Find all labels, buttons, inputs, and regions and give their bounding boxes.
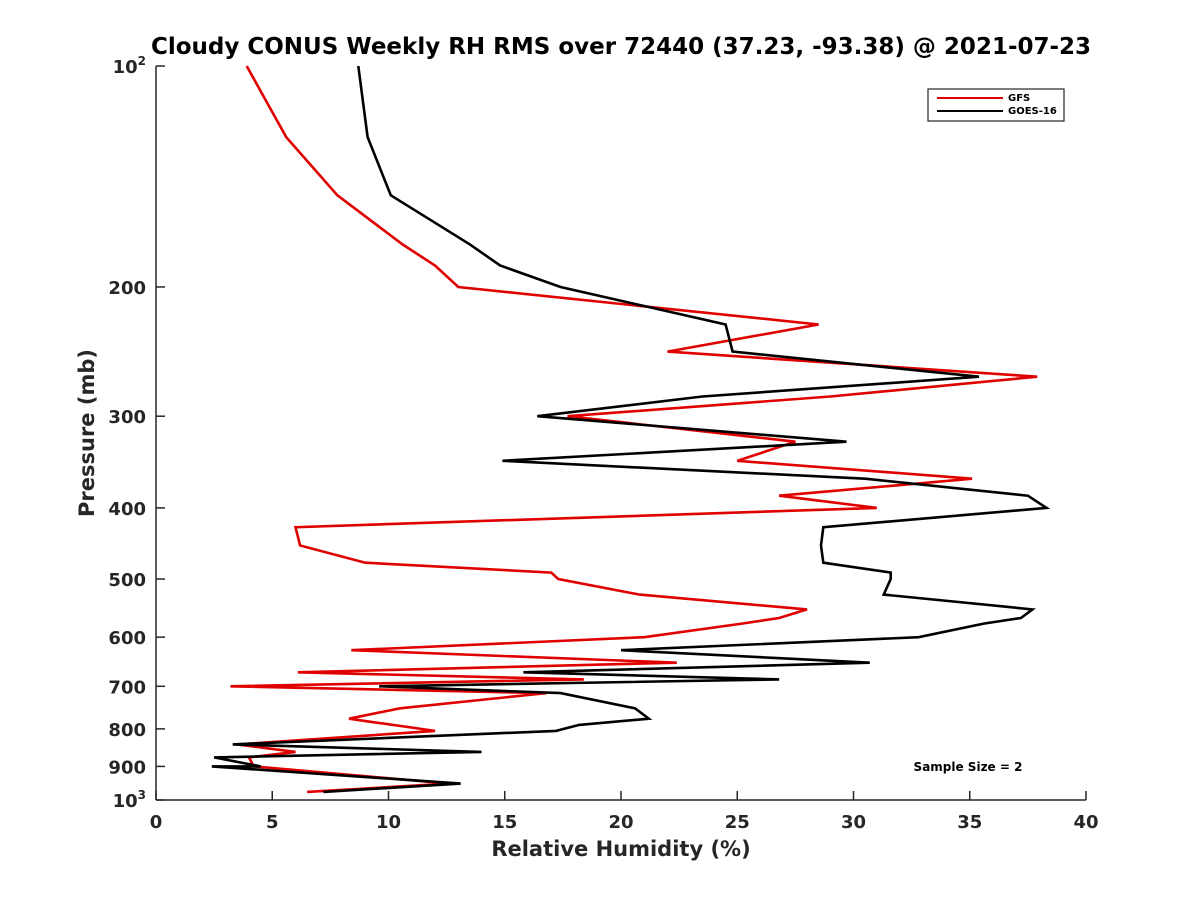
x-tick-label: 30 (841, 812, 866, 833)
y-tick-label-base: 800 (108, 720, 146, 741)
series-line-gfs (230, 65, 1038, 794)
legend: GFS GOES-16 (927, 88, 1065, 122)
y-tick-label: 102 (113, 54, 146, 78)
legend-label-goes16: GOES-16 (1008, 106, 1057, 117)
y-tick-label-base: 600 (108, 628, 146, 649)
x-tick-label: 0 (150, 812, 163, 833)
x-tick-label: 35 (957, 812, 982, 833)
y-tick-label-base: 300 (108, 407, 146, 428)
y-tick-label: 103 (113, 788, 146, 812)
y-tick-label: 700 (108, 677, 146, 698)
y-tick-label-base: 500 (108, 570, 146, 591)
legend-label-gfs: GFS (1008, 93, 1030, 104)
series-line-goes16 (211, 65, 1051, 794)
sample-size-annotation: Sample Size = 2 (914, 760, 1023, 774)
x-axis-label: Relative Humidity (%) (491, 837, 750, 861)
y-tick-label: 600 (108, 628, 146, 649)
x-tick-label: 10 (376, 812, 401, 833)
x-tick-label: 40 (1073, 812, 1098, 833)
y-tick-label: 200 (108, 278, 146, 299)
y-tick-label: 500 (108, 570, 146, 591)
x-tick-label: 25 (725, 812, 750, 833)
x-tick-label: 20 (608, 812, 633, 833)
y-axis-label: Pressure (mb) (75, 349, 99, 517)
y-tick-label: 800 (108, 720, 146, 741)
y-tick-label: 300 (108, 407, 146, 428)
chart-title: Cloudy CONUS Weekly RH RMS over 72440 (3… (151, 34, 1091, 60)
plot-area (155, 66, 1086, 801)
x-tick-label: 15 (492, 812, 517, 833)
y-tick-label-base: 10 (113, 791, 138, 812)
legend-box (927, 88, 1065, 122)
y-tick-label: 900 (108, 757, 146, 778)
y-tick-label-exponent: 2 (138, 54, 146, 68)
y-tick-label: 400 (108, 499, 146, 520)
x-tick-label: 5 (266, 812, 279, 833)
y-tick-label-base: 200 (108, 278, 146, 299)
y-tick-label-base: 700 (108, 677, 146, 698)
y-tick-label-exponent: 3 (138, 788, 146, 802)
x-ticks: 0 5 10 15 20 25 30 35 40 (150, 791, 1099, 833)
y-tick-label-base: 900 (108, 757, 146, 778)
y-tick-label-base: 400 (108, 499, 146, 520)
y-tick-label-base: 10 (113, 57, 138, 78)
series-layer (211, 65, 1051, 794)
